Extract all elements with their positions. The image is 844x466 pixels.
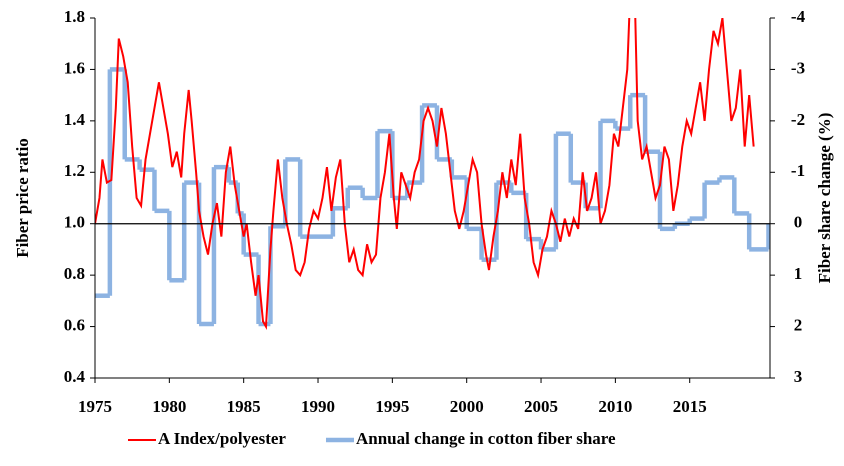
plot-area — [95, 18, 770, 330]
data-line — [95, 18, 755, 330]
y-tick-label: 0.8 — [64, 264, 85, 283]
x-tick-label: 1990 — [301, 397, 335, 416]
x-tick-label: 2000 — [450, 397, 484, 416]
y2-tick-label: -2 — [791, 110, 805, 129]
x-tick-label: 1995 — [375, 397, 409, 416]
x-tick-label: 2010 — [598, 397, 632, 416]
y2-tick-label: -3 — [791, 58, 805, 77]
y2-tick-label: 3 — [794, 367, 803, 386]
x-tick-label: 1985 — [227, 397, 261, 416]
y-tick-label: 1.2 — [64, 161, 85, 180]
legend-label: A Index/polyester — [158, 429, 286, 448]
x-tick-label: 1980 — [152, 397, 186, 416]
y2-tick-label: 1 — [794, 264, 803, 283]
legend-label: Annual change in cotton fiber share — [356, 429, 616, 448]
y-tick-label: 1.8 — [64, 7, 85, 26]
x-tick-label: 1975 — [78, 397, 112, 416]
x-tick-label: 2005 — [524, 397, 558, 416]
y2-tick-label: -1 — [791, 161, 805, 180]
y-tick-label: 0.6 — [64, 315, 85, 334]
y2-tick-label: 2 — [794, 315, 803, 334]
y2-tick-label: 0 — [794, 213, 803, 232]
y-tick-label: 0.4 — [64, 367, 86, 386]
y2-axis-label: Fiber share change (%) — [815, 113, 834, 284]
y-axis-label: Fiber price ratio — [13, 138, 32, 258]
y-tick-label: 1.6 — [64, 58, 85, 77]
x-tick-label: 2015 — [673, 397, 707, 416]
y-tick-label: 1.0 — [64, 213, 85, 232]
y-tick-label: 1.4 — [64, 110, 86, 129]
y2-tick-label: -4 — [791, 7, 806, 26]
